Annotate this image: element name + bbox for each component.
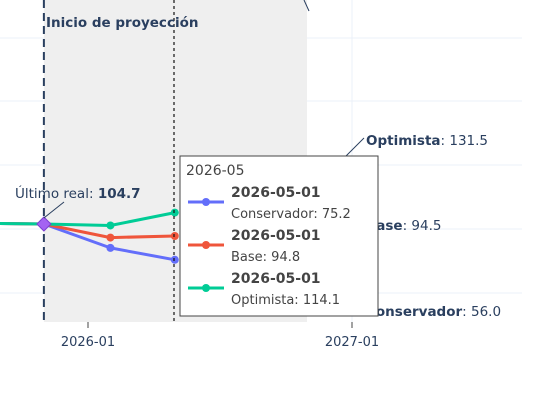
hover-value-0: Conservador: 75.2 — [231, 207, 351, 222]
series-line-conservador — [0, 221, 176, 262]
hover-date-2: 2026-05-01 — [231, 271, 321, 287]
hover-title: 2026-05 — [186, 163, 245, 179]
point-conservador-2026-02-01 — [106, 243, 115, 252]
end-label-arrow-optimista — [345, 137, 365, 157]
point-base-2026-05-01 — [170, 232, 179, 240]
point-base-2026-02-01 — [106, 233, 115, 242]
end-label-conservador: Conservador: 56.0 — [366, 304, 501, 320]
hover-tooltip — [179, 155, 379, 317]
end-label-optimista: Optimista: 131.5 — [366, 133, 488, 149]
projection-start-label: Inicio de proyección — [46, 15, 198, 31]
hover-swatch-dot-2 — [202, 284, 210, 292]
point-conservador-2026-05-01 — [170, 255, 179, 264]
hover-swatch-dot-0 — [202, 198, 210, 206]
hover-swatch-dot-1 — [202, 241, 210, 249]
series-line-optimista — [0, 211, 176, 227]
hover-value-2: Optimista: 114.1 — [231, 293, 340, 308]
last-actual-arrow — [43, 201, 65, 219]
hover-value-1: Base: 94.8 — [231, 250, 300, 265]
point-optimista-2026-02-01 — [106, 221, 115, 230]
x-tick-label-0: 2026-01 — [61, 335, 115, 350]
hover-date-1: 2026-05-01 — [231, 228, 321, 244]
last-actual-label: Último real: 104.7 — [15, 184, 141, 202]
annotation-arrow-top — [303, 0, 310, 12]
series-line-base — [0, 221, 175, 240]
hover-date-0: 2026-05-01 — [231, 185, 321, 201]
last-actual-marker — [36, 216, 52, 232]
point-optimista-2026-05-01 — [170, 208, 179, 217]
x-tick-label-1: 2027-01 — [325, 335, 379, 350]
